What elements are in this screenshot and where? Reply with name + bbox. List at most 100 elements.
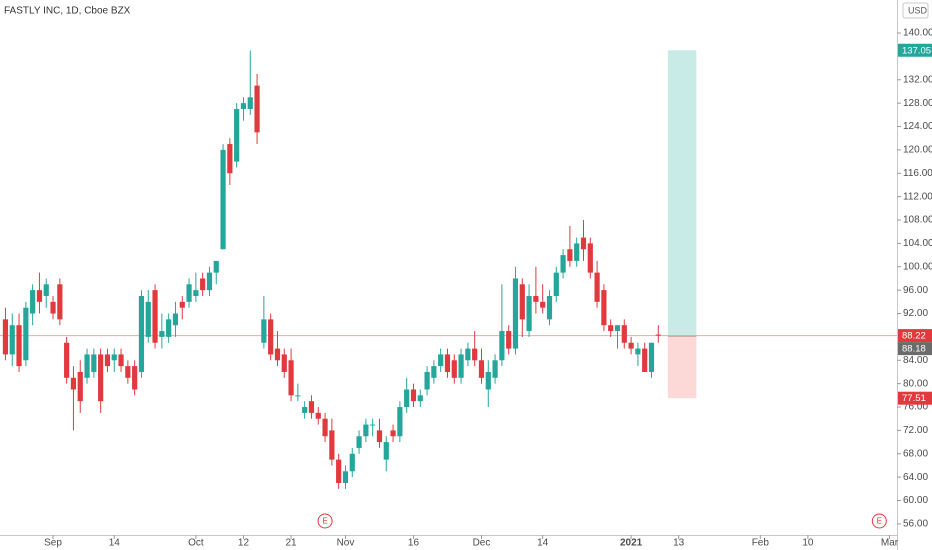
candle-body (16, 325, 22, 367)
candle-body (376, 430, 383, 443)
candle-body (519, 284, 525, 320)
candle-body (363, 424, 369, 437)
y-tick-label: 140.00 (903, 28, 932, 39)
entry-price-label-bg (898, 342, 932, 356)
candle-body (57, 284, 63, 320)
candle-body (50, 301, 56, 314)
earnings-marker (871, 513, 887, 529)
x-tick-label: 2021 (620, 538, 643, 549)
candle-body (451, 360, 457, 378)
candle-body (302, 407, 308, 413)
candle-body (118, 354, 124, 367)
candle-body (608, 325, 614, 332)
candle-body (315, 412, 321, 419)
candle-body (614, 325, 621, 332)
candle-body (485, 371, 491, 390)
candle-body (2, 319, 9, 355)
candle-body (159, 331, 165, 337)
y-tick-label: 56.00 (903, 519, 928, 530)
stop-price-label: 77.51 (902, 393, 926, 404)
candle-body (458, 354, 464, 378)
earnings-label: E (877, 517, 882, 526)
x-tick-label: Sep (44, 538, 62, 549)
candle-body (98, 354, 104, 402)
candle-body (281, 354, 287, 372)
candle-body (234, 108, 240, 162)
x-tick-label: 21 (286, 538, 298, 549)
candle-body (166, 319, 172, 337)
candle-body (648, 342, 655, 372)
y-tick-label: 120.00 (903, 145, 932, 156)
x-tick-label: 10 (802, 538, 814, 549)
candle-body (553, 272, 559, 296)
candle-body (349, 453, 355, 472)
last-price-label: 88.22 (902, 331, 926, 342)
profit-zone (667, 50, 697, 336)
candle-body (43, 284, 49, 296)
candle-body (213, 260, 219, 273)
candle-body (295, 395, 301, 397)
candle-body (288, 360, 294, 396)
y-tick-label: 96.00 (903, 285, 928, 296)
candle-body (546, 295, 553, 320)
candle-body (444, 354, 451, 372)
x-tick-label: 16 (408, 538, 420, 549)
candle-body (132, 366, 138, 390)
candle-body (227, 144, 233, 174)
candle-body (308, 401, 315, 413)
candle-body (417, 395, 423, 402)
candle-body (254, 85, 260, 133)
candle-body (601, 290, 607, 326)
candle-body (472, 348, 478, 361)
y-tick-label: 100.00 (903, 261, 932, 272)
candle-body (342, 471, 349, 483)
candle-body (322, 418, 328, 437)
symbol-title: FASTLY INC, 1D, Cboe BZX (4, 6, 131, 17)
candle-body (274, 348, 281, 361)
x-tick-label: Feb (752, 538, 770, 549)
y-tick-label: 80.00 (903, 378, 928, 389)
y-tick-label: 60.00 (903, 495, 928, 506)
candle-body (220, 149, 226, 250)
candle-body (424, 371, 430, 390)
candle-body (336, 459, 342, 483)
candle-body (567, 249, 573, 261)
x-tick-label: Oct (188, 538, 204, 549)
y-tick-label: 76.00 (903, 402, 928, 413)
candle-body (574, 243, 580, 261)
currency-button[interactable] (902, 2, 929, 19)
last-price-label-bg (898, 329, 932, 343)
candle-body (91, 354, 97, 372)
candle-body (186, 284, 192, 302)
y-tick-label: 84.00 (903, 355, 928, 366)
y-tick-label: 64.00 (903, 472, 928, 483)
candle-body (261, 319, 267, 343)
y-tick-label: 104.00 (903, 238, 932, 249)
x-tick-label: 14 (109, 538, 121, 549)
candle-body (594, 272, 600, 302)
candle-body (36, 290, 43, 302)
candle-body (268, 319, 274, 355)
candle-body (492, 360, 498, 378)
candle-body (152, 290, 158, 343)
currency-label[interactable]: USD (908, 5, 928, 15)
candle-body (193, 290, 199, 296)
stop-price-label-bg (898, 391, 932, 405)
candle-body (533, 295, 539, 302)
candle-body (540, 301, 546, 308)
candle-body (642, 348, 648, 372)
x-tick-label: Nov (337, 538, 355, 549)
candle-body (499, 331, 505, 361)
candle-body (84, 354, 90, 378)
candle-body (64, 342, 70, 378)
candle-body (179, 301, 185, 308)
candle-body (404, 389, 410, 408)
entry-price-label: 88.18 (902, 344, 926, 355)
earnings-marker (317, 513, 333, 529)
x-tick-label: 14 (537, 538, 549, 549)
candle-body (23, 307, 29, 361)
candle-body (526, 295, 532, 332)
y-tick-label: 128.00 (903, 98, 932, 109)
